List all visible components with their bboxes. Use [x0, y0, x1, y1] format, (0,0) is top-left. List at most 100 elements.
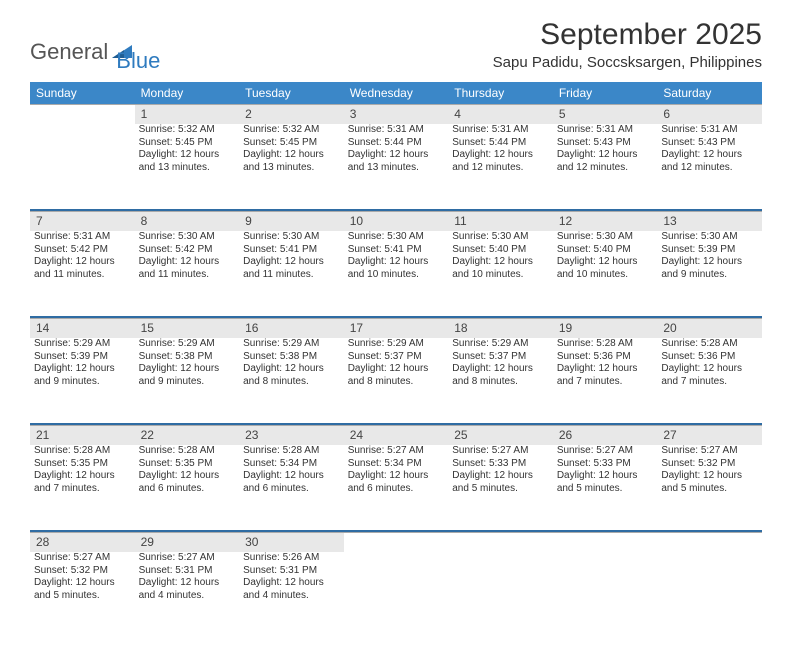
day-number-cell: 20 [657, 319, 762, 339]
sunset-text: Sunset: 5:42 PM [139, 244, 236, 257]
weekday-header: Wednesday [344, 82, 449, 105]
sunset-text: Sunset: 5:41 PM [243, 244, 340, 257]
day1-text: Daylight: 12 hours [139, 256, 236, 269]
day-number-cell: 22 [135, 426, 240, 446]
day-cell: Sunrise: 5:29 AMSunset: 5:38 PMDaylight:… [135, 338, 240, 424]
sunrise-text: Sunrise: 5:31 AM [34, 231, 131, 244]
day-cell: Sunrise: 5:27 AMSunset: 5:32 PMDaylight:… [30, 552, 135, 638]
day-cell: Sunrise: 5:28 AMSunset: 5:36 PMDaylight:… [657, 338, 762, 424]
day1-text: Daylight: 12 hours [661, 363, 758, 376]
day-number-cell: 5 [553, 105, 658, 125]
day2-text: and 8 minutes. [243, 376, 340, 389]
day-cell: Sunrise: 5:31 AMSunset: 5:42 PMDaylight:… [30, 231, 135, 317]
day-content-row: Sunrise: 5:28 AMSunset: 5:35 PMDaylight:… [30, 445, 762, 531]
day2-text: and 12 minutes. [661, 162, 758, 175]
day-content-row: Sunrise: 5:29 AMSunset: 5:39 PMDaylight:… [30, 338, 762, 424]
sunrise-text: Sunrise: 5:27 AM [348, 445, 445, 458]
day-number-cell: 8 [135, 212, 240, 232]
day-cell: Sunrise: 5:32 AMSunset: 5:45 PMDaylight:… [239, 124, 344, 210]
day-cell [344, 552, 449, 638]
day2-text: and 11 minutes. [139, 269, 236, 282]
day1-text: Daylight: 12 hours [452, 470, 549, 483]
sunset-text: Sunset: 5:33 PM [557, 458, 654, 471]
day-cell: Sunrise: 5:31 AMSunset: 5:43 PMDaylight:… [553, 124, 658, 210]
day2-text: and 8 minutes. [452, 376, 549, 389]
sunset-text: Sunset: 5:34 PM [348, 458, 445, 471]
day1-text: Daylight: 12 hours [557, 363, 654, 376]
day2-text: and 9 minutes. [661, 269, 758, 282]
day2-text: and 5 minutes. [557, 483, 654, 496]
day-cell [30, 124, 135, 210]
weekday-header: Saturday [657, 82, 762, 105]
sunset-text: Sunset: 5:44 PM [452, 137, 549, 150]
day2-text: and 9 minutes. [34, 376, 131, 389]
day2-text: and 10 minutes. [557, 269, 654, 282]
day2-text: and 4 minutes. [139, 590, 236, 603]
day1-text: Daylight: 12 hours [557, 256, 654, 269]
day-number-row: 14151617181920 [30, 319, 762, 339]
day-number-cell: 15 [135, 319, 240, 339]
sunset-text: Sunset: 5:32 PM [661, 458, 758, 471]
weekday-header: Sunday [30, 82, 135, 105]
sunrise-text: Sunrise: 5:28 AM [34, 445, 131, 458]
day-cell: Sunrise: 5:30 AMSunset: 5:42 PMDaylight:… [135, 231, 240, 317]
day1-text: Daylight: 12 hours [243, 256, 340, 269]
day1-text: Daylight: 12 hours [348, 363, 445, 376]
day2-text: and 6 minutes. [348, 483, 445, 496]
day2-text: and 12 minutes. [557, 162, 654, 175]
day1-text: Daylight: 12 hours [139, 149, 236, 162]
day-cell: Sunrise: 5:27 AMSunset: 5:31 PMDaylight:… [135, 552, 240, 638]
day-cell: Sunrise: 5:29 AMSunset: 5:38 PMDaylight:… [239, 338, 344, 424]
sunrise-text: Sunrise: 5:29 AM [452, 338, 549, 351]
sunrise-text: Sunrise: 5:31 AM [557, 124, 654, 137]
day2-text: and 13 minutes. [348, 162, 445, 175]
day-number-cell: 18 [448, 319, 553, 339]
day-cell: Sunrise: 5:30 AMSunset: 5:40 PMDaylight:… [448, 231, 553, 317]
title-block: September 2025 Sapu Padidu, Soccsksargen… [493, 18, 762, 71]
sunset-text: Sunset: 5:40 PM [557, 244, 654, 257]
day2-text: and 7 minutes. [661, 376, 758, 389]
day-number-cell: 28 [30, 533, 135, 553]
day-number-row: 123456 [30, 105, 762, 125]
day-number-row: 282930 [30, 533, 762, 553]
sunset-text: Sunset: 5:35 PM [139, 458, 236, 471]
day2-text: and 9 minutes. [139, 376, 236, 389]
day-number-cell: 26 [553, 426, 658, 446]
day-cell [657, 552, 762, 638]
day1-text: Daylight: 12 hours [348, 470, 445, 483]
sunset-text: Sunset: 5:38 PM [243, 351, 340, 364]
day-cell: Sunrise: 5:31 AMSunset: 5:43 PMDaylight:… [657, 124, 762, 210]
day-cell: Sunrise: 5:31 AMSunset: 5:44 PMDaylight:… [344, 124, 449, 210]
day-cell: Sunrise: 5:29 AMSunset: 5:37 PMDaylight:… [448, 338, 553, 424]
day1-text: Daylight: 12 hours [557, 470, 654, 483]
sunset-text: Sunset: 5:45 PM [139, 137, 236, 150]
day-number-cell: 13 [657, 212, 762, 232]
sunset-text: Sunset: 5:37 PM [452, 351, 549, 364]
day1-text: Daylight: 12 hours [348, 149, 445, 162]
day2-text: and 13 minutes. [139, 162, 236, 175]
day-cell: Sunrise: 5:31 AMSunset: 5:44 PMDaylight:… [448, 124, 553, 210]
logo-text-general: General [30, 39, 108, 65]
day-cell: Sunrise: 5:29 AMSunset: 5:39 PMDaylight:… [30, 338, 135, 424]
day-cell: Sunrise: 5:27 AMSunset: 5:34 PMDaylight:… [344, 445, 449, 531]
sunset-text: Sunset: 5:31 PM [243, 565, 340, 578]
sunset-text: Sunset: 5:38 PM [139, 351, 236, 364]
sunset-text: Sunset: 5:43 PM [557, 137, 654, 150]
day-number-cell: 7 [30, 212, 135, 232]
day2-text: and 10 minutes. [348, 269, 445, 282]
day2-text: and 5 minutes. [661, 483, 758, 496]
sunrise-text: Sunrise: 5:27 AM [452, 445, 549, 458]
weekday-header: Tuesday [239, 82, 344, 105]
day1-text: Daylight: 12 hours [661, 149, 758, 162]
day2-text: and 13 minutes. [243, 162, 340, 175]
day-cell: Sunrise: 5:32 AMSunset: 5:45 PMDaylight:… [135, 124, 240, 210]
sunrise-text: Sunrise: 5:30 AM [452, 231, 549, 244]
day-cell [448, 552, 553, 638]
sunset-text: Sunset: 5:35 PM [34, 458, 131, 471]
sunrise-text: Sunrise: 5:27 AM [557, 445, 654, 458]
day1-text: Daylight: 12 hours [139, 470, 236, 483]
day2-text: and 8 minutes. [348, 376, 445, 389]
sunset-text: Sunset: 5:37 PM [348, 351, 445, 364]
sunrise-text: Sunrise: 5:31 AM [348, 124, 445, 137]
day1-text: Daylight: 12 hours [348, 256, 445, 269]
